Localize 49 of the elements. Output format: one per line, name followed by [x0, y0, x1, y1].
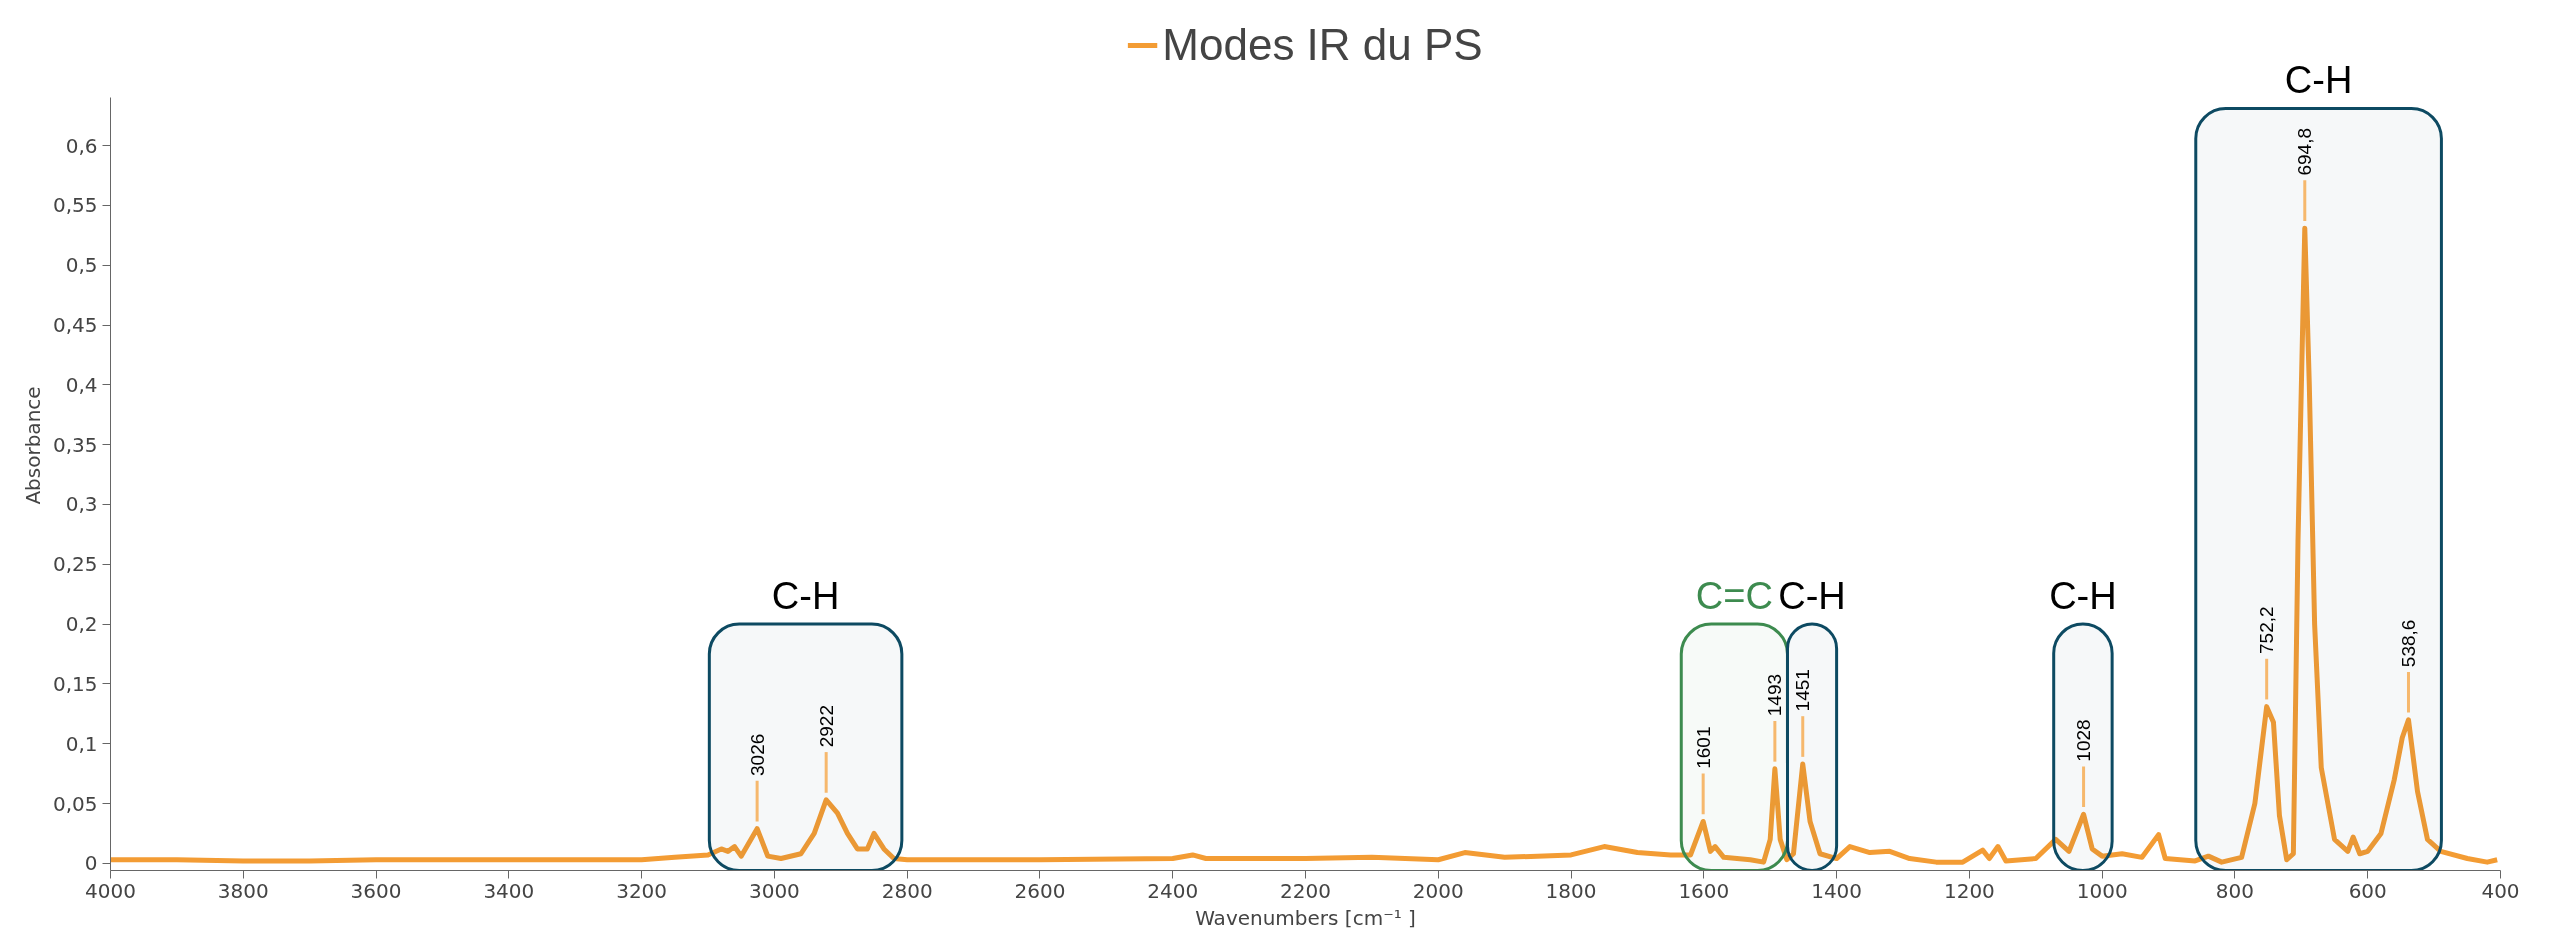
- y-tick-label: 0,35: [52, 432, 98, 457]
- x-tick-label: 2600: [1014, 878, 1066, 903]
- y-tick-label: 0,55: [52, 193, 98, 218]
- x-tick-label: 3400: [483, 878, 535, 903]
- band-label: C=C: [1695, 574, 1773, 617]
- band-label: C-H: [2284, 59, 2353, 102]
- x-tick-label: 3800: [217, 878, 269, 903]
- band-label: C-H: [2049, 574, 2117, 617]
- annotation: 694,8: [2294, 127, 2316, 176]
- annotation: 752,2: [2256, 606, 2278, 654]
- y-tick-label: 0,4: [65, 372, 98, 397]
- y-tick-label: 0,3: [65, 492, 98, 517]
- annotation: 3026: [746, 733, 768, 776]
- x-tick-label: 2800: [881, 878, 933, 903]
- annotation: 1028: [2073, 719, 2095, 762]
- x-tick-label: 3600: [350, 878, 402, 903]
- annotation: 538,6: [2397, 619, 2419, 668]
- x-tick-label: 3000: [748, 878, 800, 903]
- annotation: 1451: [1792, 669, 1814, 712]
- y-tick-label: 0,2: [65, 612, 98, 637]
- y-tick-label: 0: [84, 851, 98, 876]
- band-label: C-H: [1778, 574, 1846, 617]
- x-tick-label: 400: [2481, 878, 2520, 903]
- x-tick-label: 1600: [1678, 878, 1730, 903]
- y-tick-label: 0,5: [65, 253, 98, 278]
- x-tick-label: 2400: [1147, 878, 1199, 903]
- x-tick-label: 3200: [616, 878, 668, 903]
- x-tick-label: 2000: [1412, 878, 1464, 903]
- x-tick-label: 4000: [85, 878, 136, 903]
- y-axis-title: Absorbance: [20, 386, 45, 505]
- x-axis-title: Wavenumbers [cm⁻¹ ]: [1195, 905, 1416, 930]
- annotation: 2922: [815, 705, 837, 748]
- x-tick-label: 2200: [1280, 878, 1331, 903]
- y-tick-label: 0,45: [52, 313, 98, 338]
- y-tick-label: 0,1: [65, 731, 98, 756]
- band-label: C-H: [771, 574, 840, 617]
- x-tick-label: 1400: [1811, 878, 1863, 903]
- y-tick-label: 0,25: [52, 552, 98, 577]
- x-tick-label: 1000: [2076, 878, 2128, 903]
- y-tick-label: 0,05: [52, 791, 98, 816]
- legend-label: Modes IR du PS: [1162, 20, 1483, 70]
- x-tick-label: 800: [2215, 878, 2255, 903]
- x-tick-label: 1800: [1545, 878, 1597, 903]
- x-tick-label: 600: [2348, 878, 2387, 903]
- y-tick-label: 0,15: [52, 671, 98, 696]
- annotation: 1493: [1764, 673, 1786, 717]
- x-tick-label: 1200: [1943, 878, 1995, 903]
- y-tick-label: 0,6: [65, 133, 98, 158]
- annotation: 1601: [1692, 726, 1714, 769]
